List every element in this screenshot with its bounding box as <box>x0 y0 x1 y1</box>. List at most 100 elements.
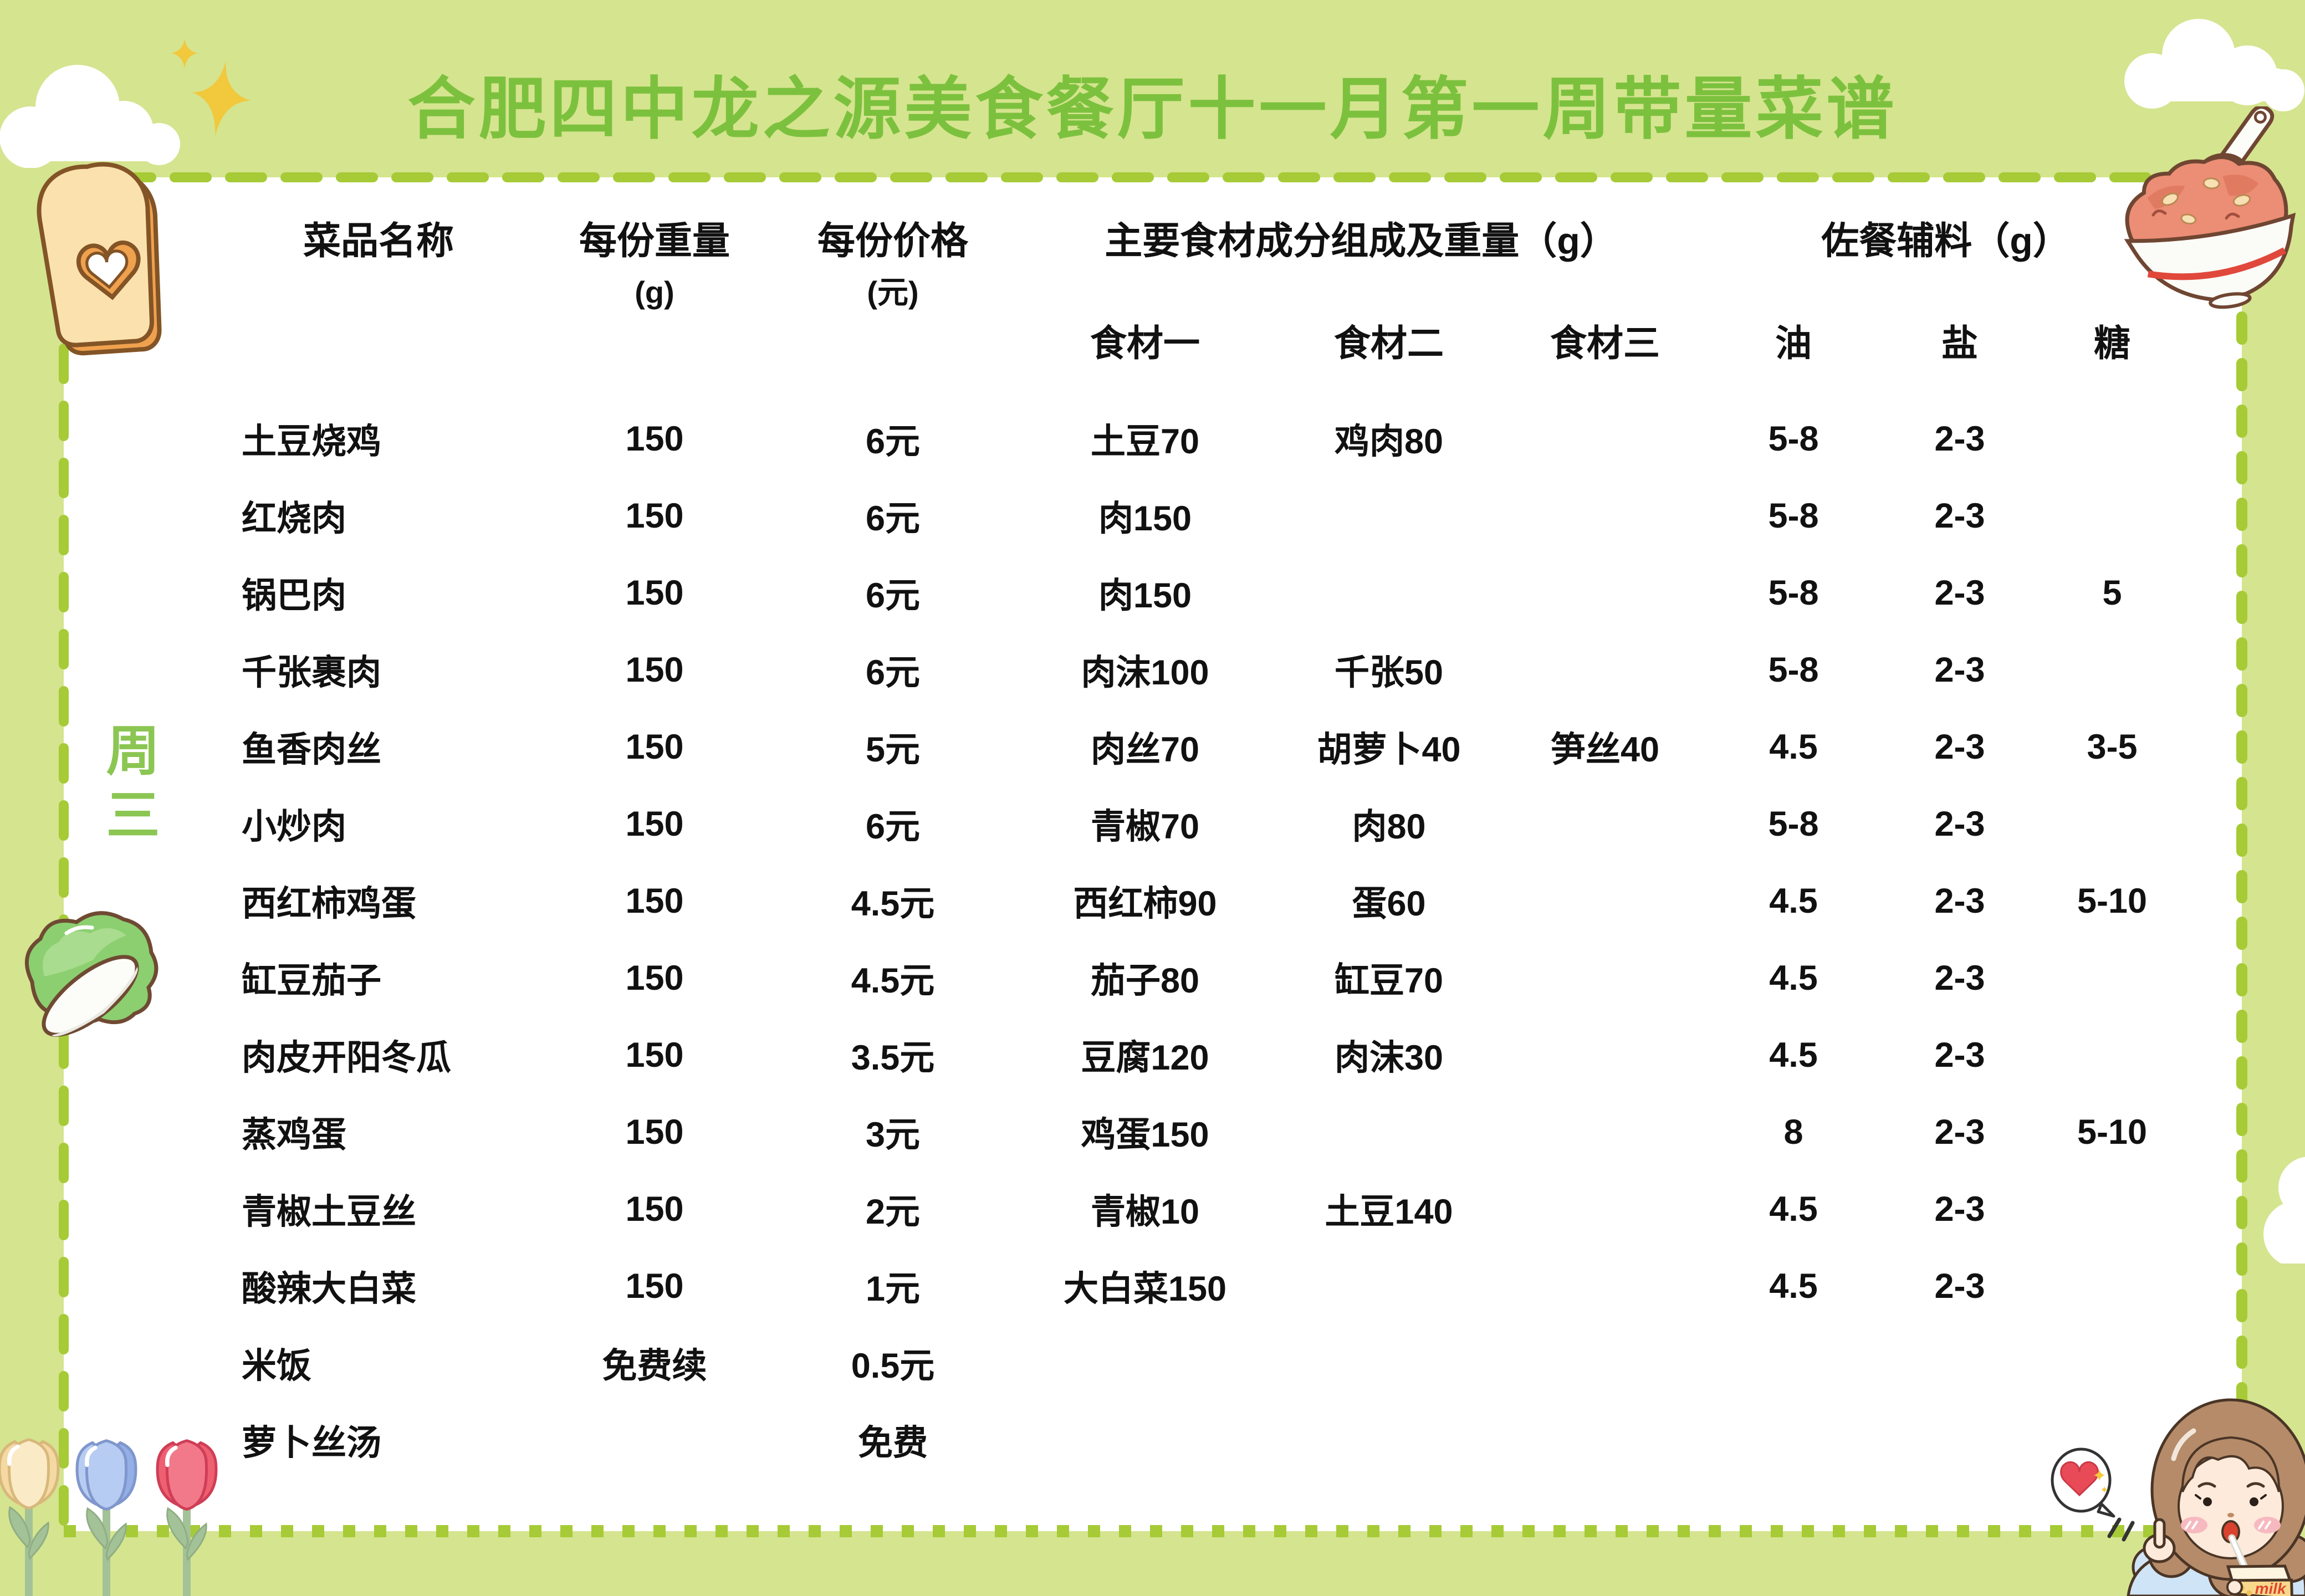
cell-weight: 150 <box>625 881 684 920</box>
cell-weight: 150 <box>625 1035 684 1075</box>
cell-price: 6元 <box>865 807 921 846</box>
cell-ing3: 笋丝40 <box>1550 730 1660 769</box>
cloud-icon <box>0 49 208 168</box>
cell-sugar: 3-5 <box>2087 727 2138 766</box>
cell-ing1: 茄子80 <box>1090 961 1200 1000</box>
sparkle-icon <box>163 34 252 145</box>
cell-name: 西红柿鸡蛋 <box>242 884 416 923</box>
cloud-icon <box>2109 10 2305 121</box>
cell-name: 土豆烧鸡 <box>242 422 381 461</box>
cell-ing2: 肉80 <box>1352 807 1426 846</box>
cell-name: 小炒肉 <box>242 807 346 846</box>
cell-ing2: 千张50 <box>1334 653 1444 692</box>
cell-salt: 2-3 <box>1934 419 1985 458</box>
table-row: 鱼香肉丝 150 5元 肉丝70 胡萝卜40 笋丝40 4.5 2-3 3-5 <box>64 708 2242 785</box>
col-header-ing1: 食材一 <box>1090 323 1200 364</box>
cell-salt: 2-3 <box>1934 804 1985 843</box>
cell-name: 青椒土豆丝 <box>242 1193 416 1231</box>
cell-ing1: 青椒10 <box>1090 1193 1200 1231</box>
cell-salt: 2-3 <box>1934 496 1985 535</box>
cell-salt: 2-3 <box>1934 958 1985 998</box>
cell-ing1: 土豆70 <box>1090 422 1200 461</box>
cell-sugar: 5-10 <box>2077 881 2148 920</box>
toast-heart-icon <box>4 132 187 369</box>
cell-name: 红烧肉 <box>242 499 346 538</box>
cell-weight: 150 <box>625 573 684 612</box>
table-row: 千张裹肉 150 6元 肉沫100 千张50 5-8 2-3 <box>64 631 2242 708</box>
cell-ing1: 大白菜150 <box>1063 1270 1227 1308</box>
cell-ing1: 豆腐120 <box>1081 1039 1209 1077</box>
cell-ing1: 肉沫100 <box>1081 653 1209 692</box>
cell-weight: 150 <box>625 804 684 843</box>
cabbage-icon <box>16 899 165 1054</box>
cell-oil: 8 <box>1783 1112 1803 1152</box>
cell-salt: 2-3 <box>1934 1266 1985 1306</box>
cell-weight: 150 <box>625 958 684 998</box>
cell-price: 0.5元 <box>851 1347 935 1385</box>
col-header-ing2: 食材二 <box>1334 323 1444 364</box>
milk-label: milk <box>2255 1580 2287 1596</box>
cell-name: 米饭 <box>242 1347 311 1385</box>
cell-ing1: 肉150 <box>1098 576 1192 615</box>
table-row: 酸辣大白菜 150 1元 大白菜150 4.5 2-3 <box>64 1247 2242 1324</box>
col-header-salt: 盐 <box>1941 323 1978 364</box>
cell-ing1: 青椒70 <box>1090 807 1200 846</box>
cell-salt: 2-3 <box>1934 727 1985 766</box>
col-header-price-unit: (元) <box>867 275 919 310</box>
cell-price: 4.5元 <box>851 961 935 1000</box>
tulip-icon <box>0 1425 239 1596</box>
cell-price: 3元 <box>865 1116 921 1154</box>
cell-oil: 5-8 <box>1768 573 1819 612</box>
cell-oil: 5-8 <box>1768 804 1819 843</box>
cell-name: 肉皮开阳冬瓜 <box>242 1039 451 1077</box>
cell-sugar: 5-10 <box>2077 1112 2148 1152</box>
col-header-main-ingredients: 主要食材成分组成及重量（g） <box>1105 220 1618 262</box>
cell-price: 5元 <box>865 730 921 769</box>
cell-oil: 4.5 <box>1769 881 1818 920</box>
col-header-price: 每份价格 <box>817 220 968 262</box>
cell-weight: 150 <box>625 1189 684 1229</box>
cell-ing1: 肉150 <box>1098 499 1192 538</box>
cell-name: 缸豆茄子 <box>242 961 381 1000</box>
cell-name: 酸辣大白菜 <box>242 1270 416 1308</box>
cell-price: 6元 <box>865 499 921 538</box>
cell-oil: 5-8 <box>1768 496 1819 535</box>
cell-ing1: 肉丝70 <box>1090 730 1200 769</box>
table-subheader: 食材一 食材二 食材三 油 盐 糖 <box>64 317 2242 370</box>
cell-salt: 2-3 <box>1934 881 1985 920</box>
table-row: 锅巴肉 150 6元 肉150 5-8 2-3 5 <box>64 554 2242 631</box>
girl-drinking-milk-icon: milk <box>2051 1363 2305 1596</box>
cell-name: 锅巴肉 <box>242 576 346 615</box>
table-row: 肉皮开阳冬瓜 150 3.5元 豆腐120 肉沫30 4.5 2-3 <box>64 1016 2242 1093</box>
cell-weight: 150 <box>625 727 684 766</box>
table-row: 蒸鸡蛋 150 3元 鸡蛋150 8 2-3 5-10 <box>64 1093 2242 1170</box>
cloud-icon <box>2246 1155 2305 1264</box>
cell-ing2: 胡萝卜40 <box>1317 730 1461 769</box>
cell-ing2: 土豆140 <box>1325 1193 1453 1231</box>
table-row: 缸豆茄子 150 4.5元 茄子80 缸豆70 4.5 2-3 <box>64 939 2242 1016</box>
cell-name: 萝卜丝汤 <box>242 1424 381 1462</box>
col-header-dish: 菜品名称 <box>303 220 454 262</box>
cell-oil: 5-8 <box>1768 650 1819 689</box>
col-header-sugar: 糖 <box>2094 323 2130 364</box>
cell-salt: 2-3 <box>1934 650 1985 689</box>
cell-oil: 4.5 <box>1769 1266 1818 1306</box>
table-row: 土豆烧鸡 150 6元 土豆70 鸡肉80 5-8 2-3 <box>64 400 2242 477</box>
cell-ing1: 西红柿90 <box>1073 884 1217 923</box>
cell-ing1: 鸡蛋150 <box>1081 1116 1209 1154</box>
col-header-condiments: 佐餐辅料（g） <box>1821 220 2071 262</box>
cell-weight: 150 <box>625 1112 684 1152</box>
cell-weight: 150 <box>625 650 684 689</box>
cell-ing2: 鸡肉80 <box>1334 422 1444 461</box>
cell-ing2: 缸豆70 <box>1334 961 1444 1000</box>
table-row: 红烧肉 150 6元 肉150 5-8 2-3 <box>64 477 2242 554</box>
table-row: 萝卜丝汤 免费 <box>64 1401 2242 1479</box>
cell-salt: 2-3 <box>1934 1189 1985 1229</box>
cell-price: 6元 <box>865 653 921 692</box>
col-header-oil: 油 <box>1775 323 1812 364</box>
table-row: 小炒肉 150 6元 青椒70 肉80 5-8 2-3 <box>64 785 2242 862</box>
cell-price: 2元 <box>865 1193 921 1231</box>
cell-weight: 免费续 <box>602 1347 707 1385</box>
cell-salt: 2-3 <box>1934 1035 1985 1075</box>
